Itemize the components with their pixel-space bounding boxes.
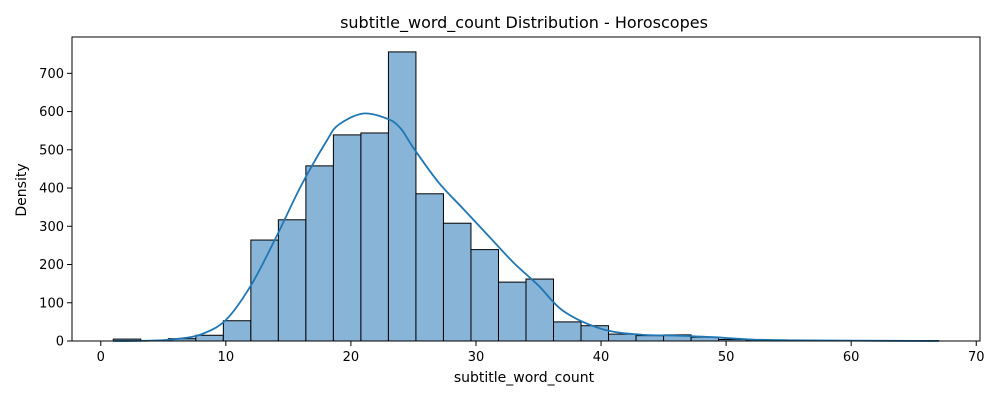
x-tick-label: 30 — [468, 350, 485, 365]
y-tick-label: 500 — [39, 143, 64, 158]
y-tick-label: 0 — [56, 335, 64, 350]
x-tick-label: 0 — [97, 350, 105, 365]
histogram-bar — [635, 335, 665, 342]
x-tick-label: 60 — [843, 350, 860, 365]
y-tick-label: 600 — [39, 105, 64, 120]
y-tick-label: 700 — [39, 67, 64, 82]
histogram-bar — [553, 321, 582, 342]
histogram-bar — [442, 222, 472, 342]
histogram-bar — [387, 51, 417, 342]
histogram-bar — [497, 281, 527, 342]
x-axis-label: subtitle_word_count — [454, 370, 595, 386]
histogram-bar — [525, 278, 555, 342]
y-axis-label: Density — [14, 163, 30, 216]
histogram-bar — [360, 132, 389, 342]
x-tick-label: 70 — [968, 350, 985, 365]
histogram-bar — [305, 165, 334, 342]
x-tick-label: 20 — [343, 350, 360, 365]
kde-line — [113, 112, 939, 342]
x-tick-label: 40 — [593, 350, 610, 365]
x-tick-label: 10 — [218, 350, 235, 365]
y-tick-label: 300 — [39, 220, 64, 235]
y-tick-label: 400 — [39, 182, 64, 197]
histogram-bar — [277, 219, 307, 342]
bar-group — [112, 51, 940, 342]
chart-title: subtitle_word_count Distribution - Horos… — [340, 13, 708, 33]
histogram-bar — [222, 320, 252, 342]
y-tick-label: 100 — [39, 296, 64, 311]
y-tick-label: 200 — [39, 258, 64, 273]
histogram-bar — [195, 334, 224, 342]
histogram-bar — [332, 134, 362, 342]
histogram-bar — [580, 325, 610, 342]
plot-frame — [71, 36, 981, 342]
histogram-bar — [415, 193, 444, 342]
histogram-bar — [250, 239, 279, 342]
histogram-bar — [608, 333, 637, 342]
histogram-bar — [470, 249, 499, 342]
x-tick-label: 50 — [718, 350, 735, 365]
